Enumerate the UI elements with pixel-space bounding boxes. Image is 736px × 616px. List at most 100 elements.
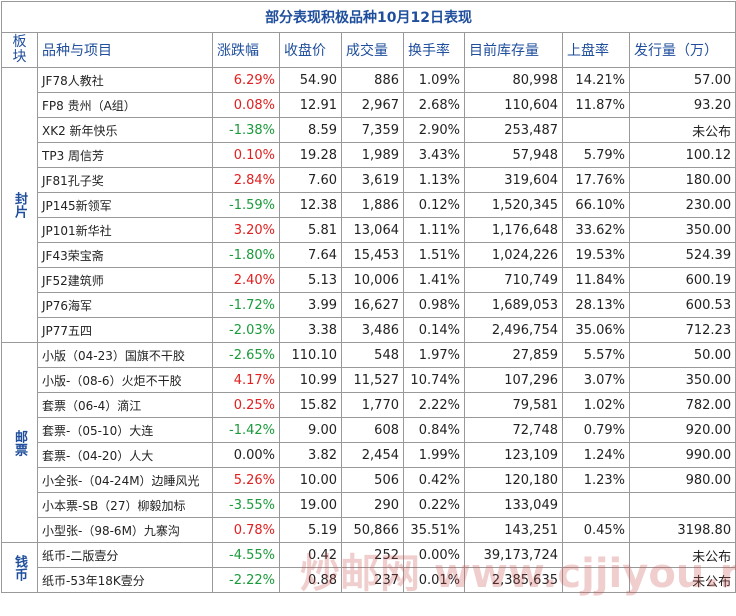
header-cell: 收盘价: [279, 32, 342, 68]
item-name: JP101新华社: [37, 217, 213, 243]
value-cell: 33.62%: [562, 217, 630, 243]
value-cell: 290: [341, 492, 404, 518]
item-name: JF81孔子奖: [37, 167, 213, 193]
value-cell: 2.40%: [212, 267, 280, 293]
value-cell: 8.59: [279, 117, 342, 143]
item-name: JF43荣宝斋: [37, 242, 213, 268]
data-row: 钱币 纸币-二版壹分 -4.55% 0.42 252 0.00% 39,173,724 未公布: [1, 542, 736, 593]
table-title: 部分表现积极品种10月12日表现: [0, 1, 736, 33]
value-cell: 1.09%: [403, 67, 465, 93]
value-cell: 120,180: [464, 467, 563, 493]
value-cell: 79,581: [464, 392, 563, 418]
value-cell: 12.38: [279, 192, 342, 218]
header-cell: 涨跌幅: [212, 32, 280, 68]
value-cell: 0.10%: [212, 142, 280, 168]
value-cell: 350.00: [628, 367, 736, 393]
item-name: 套票（06-4）滴江: [37, 392, 213, 418]
value-cell: 未公布: [628, 542, 736, 568]
data-row: XK2 新年快乐 -1.38% 8.59 7,359 2.90% 253,487 未公布: [2, 117, 736, 143]
value-cell: 2.22%: [403, 392, 465, 418]
value-cell: -1.80%: [212, 242, 280, 268]
value-cell: 7,359: [341, 117, 404, 143]
value-cell: 1,689,053: [464, 292, 563, 318]
title-row: 部分表现积极品种10月12日表现: [0, 1, 736, 33]
value-cell: 17.76%: [562, 167, 630, 193]
value-cell: 2,967: [341, 92, 404, 118]
value-cell: 3.43%: [403, 142, 465, 168]
item-name: 小型张-（98-6M）九寨沟: [37, 517, 213, 543]
value-cell: 57,948: [464, 142, 563, 168]
value-cell: 5.81: [279, 217, 342, 243]
data-row: 小型张-（98-6M）九寨沟 0.78% 5.19 50,866 35.51% 143,2…: [2, 517, 736, 543]
value-cell: 3.07%: [562, 367, 630, 393]
value-cell: 4.17%: [212, 367, 280, 393]
value-cell: 0.98%: [403, 292, 465, 318]
section-label: 邮票: [1, 342, 38, 543]
header-cell: 成交量: [341, 32, 404, 68]
value-cell: 7.64: [279, 242, 342, 268]
value-cell: 0.22%: [403, 492, 465, 518]
value-cell: 3.82: [279, 442, 342, 468]
value-cell: 15,453: [341, 242, 404, 268]
value-cell: 1,770: [341, 392, 404, 418]
value-cell: 10.74%: [403, 367, 465, 393]
value-cell: 28.13%: [562, 292, 630, 318]
value-cell: 1.97%: [403, 342, 465, 368]
value-cell: 237: [341, 567, 404, 593]
header-cell: 换手率: [403, 32, 465, 68]
item-name: 纸币-53年18K壹分: [37, 567, 213, 593]
value-cell: 1.41%: [403, 267, 465, 293]
value-cell: 230.00: [628, 192, 736, 218]
header-cell: 发行量（万）: [628, 32, 736, 68]
value-cell: 14.21%: [562, 67, 630, 93]
value-cell: 3.38: [279, 317, 342, 343]
header-cell: 上盘率: [562, 32, 630, 68]
item-name: 小本票-SB（27）柳毅加标: [37, 492, 213, 518]
value-cell: 107,296: [464, 367, 563, 393]
value-cell: 50.00: [628, 342, 736, 368]
item-name: TP3 周信芳: [37, 142, 213, 168]
value-cell: 2,454: [341, 442, 404, 468]
data-row: JP145新领军 -1.59% 12.38 1,886 0.12% 1,520,345 66…: [2, 192, 736, 218]
data-row: 纸币-53年18K壹分 -2.22% 0.88 237 0.01% 2,385,635 未公…: [2, 567, 736, 593]
value-cell: 3.20%: [212, 217, 280, 243]
value-cell: 未公布: [628, 567, 736, 593]
value-cell: 0.42: [279, 542, 342, 568]
value-cell: 1.99%: [403, 442, 465, 468]
value-cell: 710,749: [464, 267, 563, 293]
value-cell: 0.00%: [212, 442, 280, 468]
value-cell: 5.79%: [562, 142, 630, 168]
value-cell: 12.91: [279, 92, 342, 118]
item-name: 小版-（08-6）火炬不干胶: [37, 367, 213, 393]
value-cell: 10,006: [341, 267, 404, 293]
data-row: 套票-（05-10）大连 -1.42% 9.00 608 0.84% 72,748 0.79…: [2, 417, 736, 443]
value-cell: [562, 492, 630, 518]
value-cell: 1.24%: [562, 442, 630, 468]
value-cell: 2,496,754: [464, 317, 563, 343]
data-table: 部分表现积极品种10月12日表现 板块 品种与项目 涨跌幅 收盘价 成交量 换手率 目前库存量…: [0, 1, 736, 593]
value-cell: 1,989: [341, 142, 404, 168]
value-cell: -1.38%: [212, 117, 280, 143]
value-cell: 0.79%: [562, 417, 630, 443]
value-cell: 990.00: [628, 442, 736, 468]
value-cell: -2.22%: [212, 567, 280, 593]
data-row: JF43荣宝斋 -1.80% 7.64 15,453 1.51% 1,024,226 19.…: [2, 242, 736, 268]
value-cell: [628, 492, 736, 518]
value-cell: 未公布: [628, 117, 736, 143]
data-row: 邮票 小版（04-23）国旗不干胶 -2.65% 110.10 548 1.97% 27,8…: [1, 342, 736, 543]
data-row: JP77五四 -2.03% 3.38 3,486 0.14% 2,496,754 35.06…: [2, 317, 736, 343]
value-cell: 35.51%: [403, 517, 465, 543]
value-cell: 2.84%: [212, 167, 280, 193]
value-cell: 16,627: [341, 292, 404, 318]
data-row: JF52建筑师 2.40% 5.13 10,006 1.41% 710,749 11.84%…: [2, 267, 736, 293]
value-cell: 19.28: [279, 142, 342, 168]
value-cell: 1.11%: [403, 217, 465, 243]
value-cell: 3,619: [341, 167, 404, 193]
value-cell: 1.13%: [403, 167, 465, 193]
value-cell: -1.42%: [212, 417, 280, 443]
watermark: 炒邮网 www.cjjiyou.net: [300, 551, 736, 597]
header-cell: 目前库存量: [464, 32, 563, 68]
value-cell: 0.14%: [403, 317, 465, 343]
data-row: 封片 JF78人教社 6.29% 54.90 886 1.09% 80,998 14.21% 5…: [1, 67, 736, 343]
value-cell: 1,024,226: [464, 242, 563, 268]
